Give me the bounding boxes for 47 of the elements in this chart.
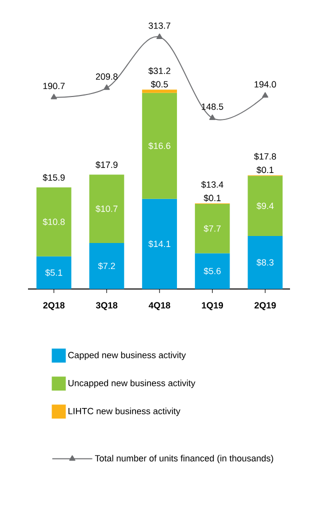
- bar: [142, 92, 177, 199]
- x-tick-label: 2Q18: [43, 302, 65, 310]
- x-tick-label: 4Q18: [148, 302, 170, 310]
- bar: [194, 204, 230, 254]
- legend-label: Uncapped new business activity: [68, 380, 196, 388]
- bar: [248, 176, 283, 236]
- bar: [142, 198, 177, 289]
- bar: [36, 187, 72, 256]
- bar: [89, 174, 124, 244]
- data-label: $5.1: [45, 269, 62, 276]
- point: [104, 84, 110, 90]
- legend-label: LIHTC new business activity: [68, 408, 180, 416]
- point: [209, 114, 216, 120]
- total-label: $31.2: [148, 67, 170, 75]
- total-label: $17.8: [254, 152, 276, 160]
- legend-label: Total number of units financed (in thousands): [94, 454, 274, 464]
- bar: [248, 236, 283, 289]
- data-label: 194.0: [254, 81, 276, 88]
- data-label: $5.6: [204, 267, 221, 275]
- x-tick-label: 1Q19: [202, 302, 223, 310]
- point: [50, 94, 57, 100]
- point: [262, 92, 268, 98]
- data-label: 190.7: [43, 82, 65, 90]
- bar: [36, 256, 72, 289]
- legend-label: Capped new business activity: [68, 352, 186, 360]
- bar: [142, 90, 177, 93]
- data-label: $0.5: [150, 80, 168, 88]
- total-label: $15.9: [42, 174, 65, 182]
- data-label: $7.2: [98, 262, 115, 270]
- bar: [194, 253, 230, 289]
- total-label: $13.4: [201, 180, 224, 188]
- data-label: $8.3: [256, 258, 274, 266]
- data-label: $16.6: [148, 142, 170, 150]
- x-tick-label: 2Q19: [254, 302, 276, 310]
- data-label: 148.5: [202, 103, 224, 110]
- data-label: 313.7: [148, 22, 170, 29]
- total-label: $17.9: [96, 161, 118, 168]
- data-label: 209.8: [96, 73, 118, 80]
- bar: [89, 243, 124, 289]
- data-label: $0.1: [204, 194, 221, 202]
- data-label: $7.7: [204, 224, 221, 232]
- data-label: $0.1: [256, 166, 274, 174]
- data-label: $10.8: [42, 218, 65, 226]
- data-label: $14.1: [148, 240, 170, 248]
- data-label: $9.4: [256, 202, 274, 210]
- data-label: $10.7: [96, 205, 118, 212]
- x-tick-label: 3Q18: [96, 302, 118, 310]
